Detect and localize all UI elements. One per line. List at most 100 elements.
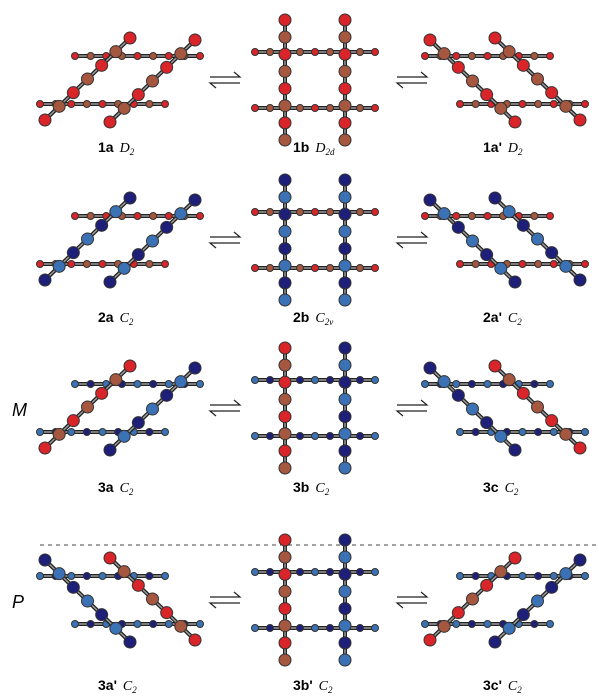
bead bbox=[161, 221, 173, 233]
bead bbox=[357, 569, 364, 576]
bead bbox=[339, 174, 351, 186]
bead bbox=[39, 442, 51, 454]
bead bbox=[96, 609, 108, 621]
compound-id: 2a bbox=[98, 309, 114, 325]
bead bbox=[118, 566, 130, 578]
bead bbox=[132, 249, 144, 261]
bead bbox=[134, 621, 141, 628]
symmetry-sub: 2 bbox=[325, 487, 330, 497]
bead bbox=[279, 462, 291, 474]
bead bbox=[509, 116, 521, 128]
bead bbox=[546, 247, 558, 259]
bead bbox=[82, 595, 94, 607]
bead bbox=[118, 262, 130, 274]
bead bbox=[297, 377, 304, 384]
bead bbox=[175, 620, 187, 632]
bead bbox=[39, 554, 51, 566]
bead bbox=[582, 429, 589, 436]
bead bbox=[327, 105, 334, 112]
bead bbox=[68, 573, 75, 580]
equilibrium-arrow bbox=[397, 83, 427, 88]
bead bbox=[357, 49, 364, 56]
bead bbox=[82, 73, 94, 85]
bead bbox=[124, 636, 136, 648]
bead bbox=[372, 377, 379, 384]
bead bbox=[279, 376, 291, 388]
bead bbox=[550, 261, 557, 268]
bead bbox=[339, 277, 351, 289]
symmetry-letter: D bbox=[119, 141, 130, 156]
bead bbox=[252, 265, 259, 272]
bead bbox=[267, 377, 274, 384]
bead bbox=[146, 261, 153, 268]
bead bbox=[438, 48, 450, 60]
equilibrium-arrow bbox=[397, 603, 427, 608]
bead bbox=[339, 654, 351, 666]
bead bbox=[472, 429, 479, 436]
bead bbox=[162, 429, 169, 436]
bead bbox=[279, 83, 291, 95]
bead bbox=[279, 534, 291, 546]
bead bbox=[519, 261, 526, 268]
bead bbox=[535, 573, 542, 580]
bead bbox=[162, 573, 169, 580]
bead bbox=[517, 219, 529, 231]
bead bbox=[339, 243, 351, 255]
bead bbox=[87, 53, 94, 60]
bead bbox=[582, 573, 589, 580]
bead bbox=[312, 105, 319, 112]
bead bbox=[96, 59, 108, 71]
bead bbox=[489, 192, 501, 204]
bead bbox=[424, 34, 436, 46]
bead bbox=[438, 376, 450, 388]
bead bbox=[468, 53, 475, 60]
compound-id: 2b bbox=[293, 309, 309, 325]
bead bbox=[339, 134, 351, 146]
bead bbox=[339, 445, 351, 457]
bead bbox=[162, 101, 169, 108]
bead bbox=[67, 581, 79, 593]
bead bbox=[339, 376, 351, 388]
bead bbox=[339, 225, 351, 237]
bead bbox=[339, 294, 351, 306]
bead bbox=[574, 554, 586, 566]
figure: 1aD21bD2d1a'D22aC22bC2v2a'C2M3aC23bC23cC… bbox=[0, 0, 599, 700]
bead bbox=[99, 261, 106, 268]
equilibrium-arrow bbox=[397, 400, 427, 405]
bead bbox=[87, 621, 94, 628]
bead bbox=[132, 579, 144, 591]
bead bbox=[339, 568, 351, 580]
bead bbox=[357, 625, 364, 632]
bead bbox=[134, 53, 141, 60]
bead bbox=[509, 552, 521, 564]
compound-id: 1b bbox=[293, 139, 309, 155]
bead bbox=[150, 53, 157, 60]
compound-label: 3a'C2 bbox=[98, 677, 137, 695]
bead bbox=[279, 411, 291, 423]
equilibrium-arrow bbox=[210, 603, 240, 608]
bead bbox=[357, 433, 364, 440]
bead bbox=[267, 105, 274, 112]
bead bbox=[53, 428, 65, 440]
bead bbox=[146, 101, 153, 108]
bead bbox=[550, 573, 557, 580]
bead bbox=[124, 32, 136, 44]
bead bbox=[72, 53, 79, 60]
bead bbox=[267, 569, 274, 576]
bead bbox=[312, 265, 319, 272]
bead bbox=[546, 581, 558, 593]
equilibrium-arrow bbox=[210, 83, 240, 88]
bead bbox=[531, 381, 538, 388]
bead bbox=[99, 101, 106, 108]
symmetry-letter: D bbox=[507, 141, 518, 156]
bead bbox=[339, 359, 351, 371]
bead bbox=[517, 59, 529, 71]
bead bbox=[99, 573, 106, 580]
bead bbox=[484, 53, 491, 60]
bead bbox=[339, 208, 351, 220]
bead bbox=[165, 213, 172, 220]
bead bbox=[150, 213, 157, 220]
